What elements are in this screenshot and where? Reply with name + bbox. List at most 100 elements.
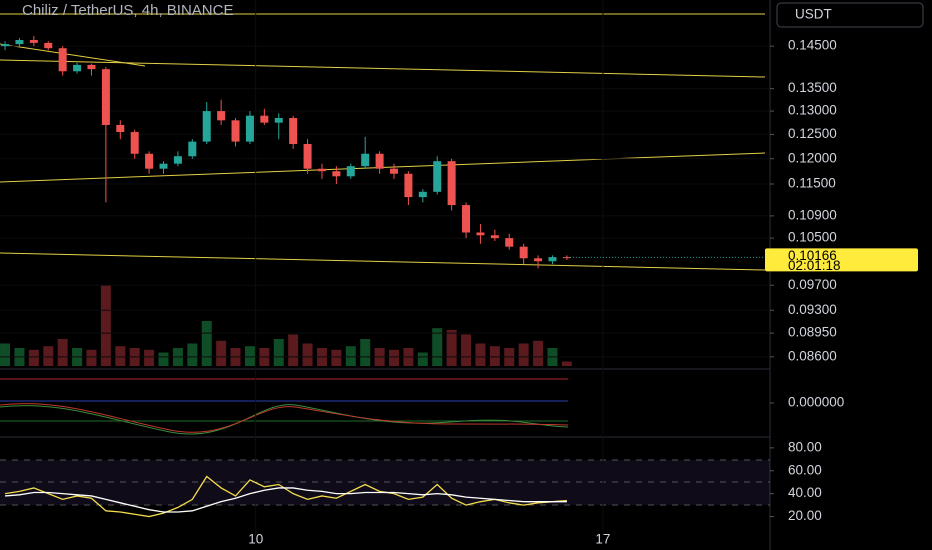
indicator-line: [4, 487, 567, 513]
candle-body: [188, 141, 197, 157]
candle-body: [404, 173, 413, 198]
candle-body: [346, 166, 355, 177]
countdown-label: 02:01:18: [788, 258, 841, 273]
candle-body: [245, 115, 254, 142]
chart-title: Chiliz / TetherUS, 4h, BINANCE: [22, 2, 233, 19]
candle-body: [116, 124, 125, 133]
rsi-levels: [0, 459, 770, 506]
x-tick-label: 17: [595, 532, 610, 547]
candle-body: [15, 40, 24, 45]
candle-body: [87, 64, 96, 70]
volume-bar: [533, 340, 544, 366]
y-tick-label: 0.13500: [788, 80, 837, 95]
volume-bar: [288, 334, 299, 366]
volume-bar: [28, 349, 39, 366]
candle-body: [44, 42, 53, 49]
volume-bar: [57, 339, 68, 366]
y-tick-label: 0.08950: [788, 325, 837, 340]
volume-bar: [0, 343, 11, 366]
candle-body: [274, 117, 283, 123]
volume-bar: [302, 343, 313, 366]
candle-body: [130, 132, 139, 154]
candle-body: [490, 235, 499, 239]
candle-body: [433, 161, 442, 192]
macd-line: [0, 404, 569, 435]
volume-bar: [158, 352, 169, 366]
candle-body: [390, 168, 399, 174]
volume-bar: [331, 349, 342, 366]
y-tick-label: 80.00: [788, 439, 822, 454]
candle-body: [101, 69, 110, 125]
volume-bar: [489, 346, 500, 366]
trend-line: [0, 252, 766, 271]
y-tick-label: 0.13000: [788, 103, 837, 118]
candle-body: [217, 111, 226, 121]
volume-bar: [417, 352, 428, 366]
volume-bar: [446, 330, 457, 366]
candle-body: [462, 205, 471, 233]
volume-bar: [461, 334, 472, 366]
candle-body: [159, 163, 168, 169]
y-tick-label: 0.000000: [788, 395, 844, 410]
candle-body: [534, 258, 543, 262]
volume-bar: [273, 339, 284, 366]
currency-button[interactable]: [776, 2, 924, 28]
y-tick-label: 0.10900: [788, 207, 837, 222]
candle-body: [289, 117, 298, 145]
currency-label[interactable]: USDT: [795, 7, 832, 22]
volume-bar: [43, 346, 54, 366]
y-tick-label: 20.00: [788, 508, 822, 523]
signal-line: [0, 403, 569, 433]
candle-body: [58, 48, 67, 72]
y-tick-label: 0.12500: [788, 126, 837, 141]
candle-body: [418, 191, 427, 198]
candle-body: [332, 171, 341, 177]
candle-body: [476, 232, 485, 236]
candle-body: [519, 246, 528, 259]
y-tick-label: 0.12000: [788, 150, 837, 165]
volume-bar: [144, 349, 155, 366]
y-tick-label: 40.00: [788, 485, 822, 500]
volume-bar: [360, 339, 371, 366]
y-tick-label: 0.11500: [788, 176, 836, 191]
volume-bar: [345, 346, 356, 366]
volume-bar: [86, 349, 97, 366]
x-tick-label: 10: [248, 532, 263, 547]
volume-bar: [389, 349, 400, 366]
candle-body: [375, 153, 384, 169]
volume-bar: [115, 346, 126, 366]
volume-bar: [244, 346, 255, 366]
candle-body: [447, 161, 456, 206]
volume-bar: [187, 343, 198, 366]
y-tick-label: 0.10500: [788, 230, 837, 245]
volume-bar: [475, 343, 486, 366]
candle-body: [260, 115, 269, 123]
indicator-line: [4, 475, 567, 518]
candle-body: [29, 40, 38, 43]
volume-bar: [518, 343, 529, 366]
last-price-box: [765, 248, 918, 272]
candle-body: [1, 44, 10, 47]
volume-bar: [561, 361, 572, 366]
candle-body: [173, 156, 182, 164]
candle-body: [73, 64, 82, 72]
trend-line: [0, 59, 766, 78]
volume-bar: [216, 340, 227, 366]
y-tick-label: 0.09300: [788, 302, 837, 317]
volume-bar: [432, 328, 443, 366]
candle-body: [505, 238, 514, 247]
candle-body: [317, 168, 326, 172]
candle-body: [231, 120, 240, 142]
candle-body: [145, 153, 154, 169]
y-tick-label: 60.00: [788, 462, 822, 477]
volume-bar: [100, 285, 111, 366]
candle-body: [303, 144, 312, 169]
candle-body: [361, 153, 370, 167]
y-tick-label: 0.14500: [788, 38, 837, 53]
candle-body: [202, 111, 211, 142]
candle-body: [548, 257, 557, 262]
y-tick-label: 0.09700: [788, 277, 837, 292]
last-price-label: 0.10166: [788, 248, 837, 263]
